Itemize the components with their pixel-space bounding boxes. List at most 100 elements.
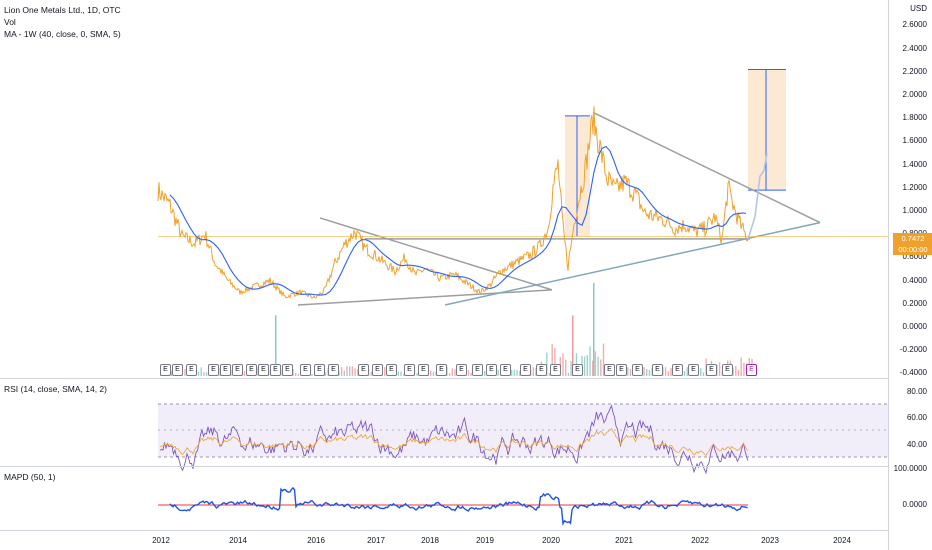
volume-bar <box>448 373 451 376</box>
earnings-badge[interactable]: E <box>550 364 561 376</box>
earnings-badge[interactable]: E <box>652 364 663 376</box>
earnings-badge[interactable]: E <box>572 364 583 376</box>
earnings-badge[interactable]: E <box>604 364 615 376</box>
earnings-badge[interactable]: E <box>746 364 757 376</box>
time-axis-label: 2014 <box>229 536 247 545</box>
volume-bar <box>700 368 702 376</box>
rsi-band <box>158 404 888 457</box>
time-axis-label: 2022 <box>691 536 709 545</box>
volume-bar <box>600 359 602 376</box>
volume-bar <box>583 356 586 376</box>
earnings-badge[interactable]: E <box>706 364 717 376</box>
projection-path <box>747 152 768 240</box>
price-axis-label: 1.2000 <box>902 182 927 192</box>
earnings-badge[interactable]: E <box>386 364 397 376</box>
price-axis-label: 0.4000 <box>902 275 927 285</box>
ma-legend[interactable]: MA - 1W (40, close, 0, SMA, 5) <box>4 29 121 39</box>
volume-bar <box>451 368 453 376</box>
rsi-legend[interactable]: RSI (14, close, SMA, 14, 2) <box>4 384 107 394</box>
volume-spike <box>275 315 277 376</box>
earnings-badge[interactable]: E <box>632 364 643 376</box>
pane-separator[interactable] <box>0 466 888 467</box>
volume-bar <box>203 372 205 376</box>
earnings-badge[interactable]: E <box>418 364 429 376</box>
earnings-badge[interactable]: E <box>372 364 383 376</box>
earnings-badge[interactable]: E <box>314 364 325 376</box>
earnings-badge[interactable]: E <box>282 364 293 376</box>
earnings-badge[interactable]: E <box>232 364 243 376</box>
volume-bar <box>643 367 645 376</box>
earnings-badge[interactable]: E <box>208 364 219 376</box>
volume-bar <box>594 351 597 376</box>
earnings-badge[interactable]: E <box>688 364 699 376</box>
earnings-badge[interactable]: E <box>404 364 415 376</box>
earnings-badge[interactable]: E <box>500 364 511 376</box>
volume-bar <box>562 353 564 376</box>
volume-bar <box>497 369 499 376</box>
volume-bar <box>597 356 599 376</box>
volume-bar <box>648 369 651 376</box>
volume-bar <box>551 344 553 376</box>
earnings-badge[interactable]: E <box>436 364 447 376</box>
earnings-badge[interactable]: E <box>672 364 683 376</box>
earnings-badge[interactable]: E <box>246 364 257 376</box>
volume-bar <box>743 362 745 376</box>
volume-bar <box>403 373 405 376</box>
volume-bar <box>484 370 486 376</box>
last-price-value: 0.7472 <box>901 234 925 243</box>
volume-bar <box>670 367 672 376</box>
volume-bar <box>589 346 591 376</box>
rsi-axis-80: 80.00 <box>906 387 927 396</box>
volume-legend[interactable]: Vol <box>4 17 16 27</box>
pane-separator[interactable] <box>0 378 888 379</box>
volume-bar <box>548 372 551 376</box>
earnings-badge[interactable]: E <box>186 364 197 376</box>
earnings-badge[interactable]: E <box>520 364 531 376</box>
earnings-badge[interactable]: E <box>616 364 627 376</box>
mapd-legend[interactable]: MAPD (50, 1) <box>4 472 56 482</box>
earnings-badge[interactable]: E <box>172 364 183 376</box>
price-axis-label: 2.2000 <box>902 66 927 76</box>
volume-bar <box>170 370 173 376</box>
volume-bar <box>735 365 737 376</box>
earnings-badge[interactable]: E <box>472 364 483 376</box>
earnings-badge[interactable]: E <box>722 364 733 376</box>
earnings-badge[interactable]: E <box>486 364 497 376</box>
time-axis-label: 2017 <box>367 536 385 545</box>
volume-bar <box>686 367 688 376</box>
volume-bar <box>416 373 418 376</box>
volume-bar <box>586 355 588 376</box>
volume-spike <box>593 282 595 376</box>
price-axis[interactable]: USD 2.6000 2.4000 2.2000 2.0000 1.8000 1.6000… <box>888 0 932 550</box>
price-axis-label: 2.4000 <box>902 43 927 53</box>
volume-bar <box>511 369 513 376</box>
volume-bar <box>467 369 470 376</box>
volume-bar <box>513 369 516 376</box>
rsi-axis-100: 100.0000 <box>893 464 927 473</box>
earnings-badge[interactable]: E <box>536 364 547 376</box>
volume-bar <box>357 368 359 376</box>
time-axis-label: 2021 <box>615 536 633 545</box>
volume-bar <box>646 369 648 376</box>
earnings-badge[interactable]: E <box>258 364 269 376</box>
earnings-badge[interactable]: E <box>328 364 339 376</box>
earnings-badge[interactable]: E <box>456 364 467 376</box>
earnings-badge[interactable]: E <box>220 364 231 376</box>
trendline-wedge-top <box>592 111 821 224</box>
volume-bar <box>340 366 343 376</box>
earnings-badge[interactable]: E <box>270 364 281 376</box>
volume-bar <box>565 359 567 376</box>
symbol-title[interactable]: Lion One Metals Ltd., 1D, OTC <box>4 5 121 15</box>
volume-bar <box>627 367 629 376</box>
price-chart[interactable] <box>0 0 888 550</box>
earnings-badge[interactable]: E <box>300 364 311 376</box>
volume-bar <box>532 367 534 376</box>
price-axis-label: 1.4000 <box>902 159 927 169</box>
volume-bar <box>184 369 186 376</box>
earnings-badge[interactable]: E <box>160 364 171 376</box>
volume-bar <box>400 371 402 376</box>
volume-bar <box>384 367 386 376</box>
earnings-badge[interactable]: E <box>358 364 369 376</box>
volume-bar <box>343 370 345 376</box>
volume-bar <box>297 373 300 376</box>
